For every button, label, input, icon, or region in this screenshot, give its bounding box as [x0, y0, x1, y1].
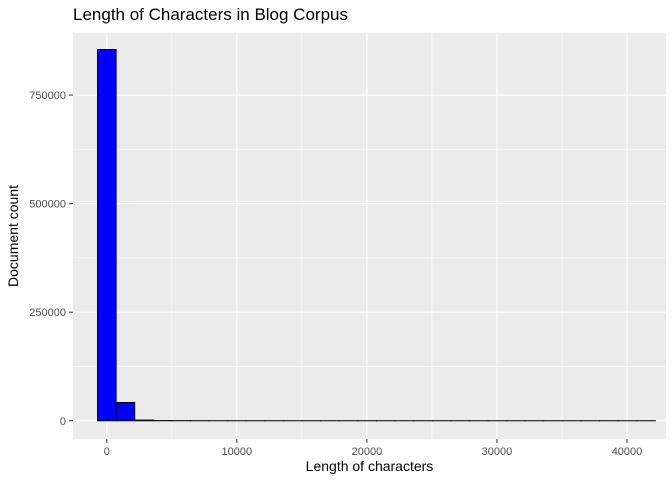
x-tick-label: 30000: [482, 446, 513, 458]
x-tick-label: 10000: [222, 446, 253, 458]
histogram-bars: [97, 49, 656, 422]
y-axis-title: Document count: [5, 185, 21, 287]
x-tick-label: 20000: [352, 446, 383, 458]
histogram-bar: [115, 402, 136, 422]
chart-title: Length of Characters in Blog Corpus: [73, 5, 348, 24]
x-axis-ticks: 0 10000 20000 30000 40000: [104, 439, 643, 458]
y-tick-label: 750000: [29, 90, 66, 102]
minor-gridlines: [73, 33, 666, 439]
x-tick-label: 40000: [612, 446, 643, 458]
histogram-bar: [97, 49, 117, 422]
histogram-bar: [134, 419, 154, 422]
y-tick-label: 0: [60, 416, 66, 428]
x-tick-label: 0: [104, 446, 110, 458]
y-axis-ticks: 0 250000 500000 750000: [29, 90, 73, 428]
y-tick-label: 500000: [29, 199, 66, 211]
y-tick-label: 250000: [29, 307, 66, 319]
x-axis-title: Length of characters: [306, 458, 434, 474]
plot-panel: [73, 33, 666, 439]
